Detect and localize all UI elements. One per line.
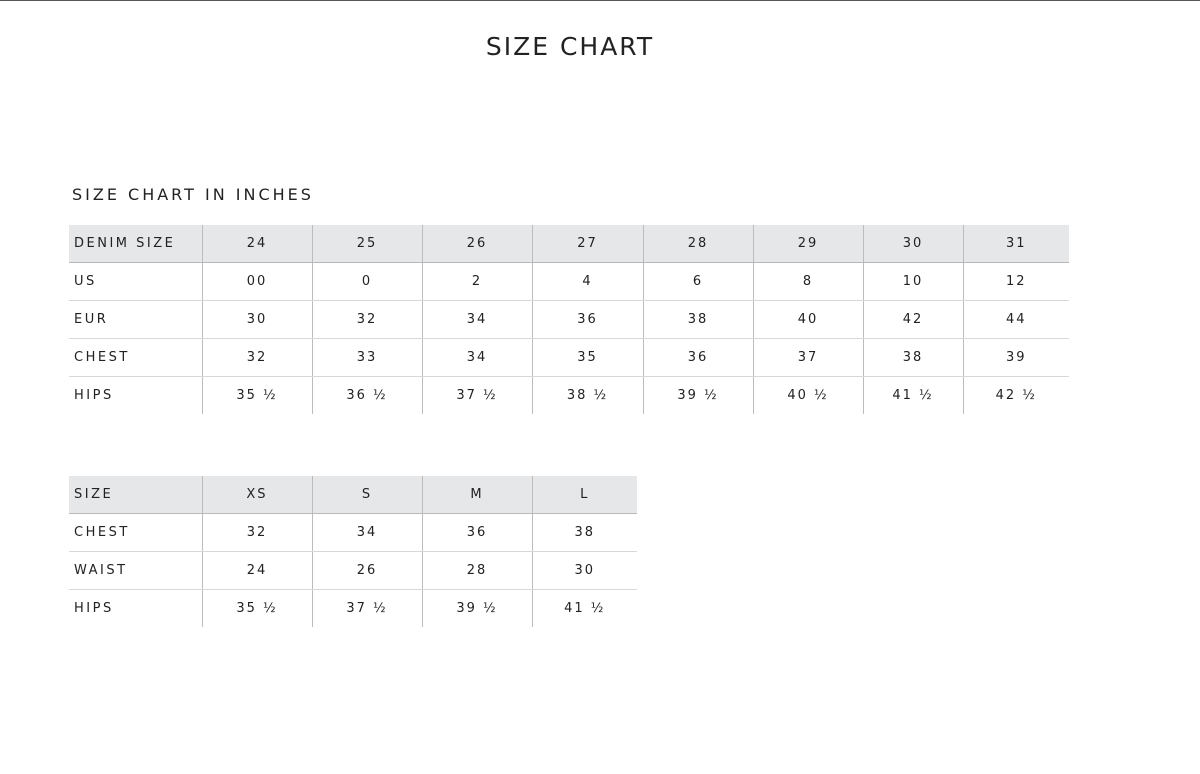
table-cell: 30 bbox=[531, 551, 637, 590]
table-cell: 34 bbox=[311, 513, 422, 552]
table-cell: 32 bbox=[201, 338, 312, 377]
table-cell: 39 ½ bbox=[421, 589, 532, 627]
table-cell: 4 bbox=[531, 262, 643, 301]
header-cell: 25 bbox=[311, 225, 422, 263]
size-table: SIZE XS S M L CHEST 32 34 36 38 WAIST 24 26 28 30 HIPS 3… bbox=[69, 476, 637, 627]
table-cell: 37 bbox=[752, 338, 863, 377]
header-cell: 27 bbox=[531, 225, 643, 263]
table-cell: 36 ½ bbox=[311, 376, 422, 414]
table-cell: 12 bbox=[962, 262, 1069, 301]
header-cell: 31 bbox=[962, 225, 1069, 263]
header-cell: 26 bbox=[421, 225, 532, 263]
page-title: SIZE CHART bbox=[485, 32, 655, 61]
table-cell: 35 bbox=[531, 338, 643, 377]
table-row: CHEST 32 33 34 35 36 37 38 39 bbox=[69, 338, 1069, 377]
table-header-row: SIZE XS S M L bbox=[69, 476, 637, 514]
table-row: US 00 0 2 4 6 8 10 12 bbox=[69, 262, 1069, 301]
table-cell: 38 bbox=[531, 513, 637, 552]
table-cell: 6 bbox=[642, 262, 753, 301]
table-cell: 24 bbox=[201, 551, 312, 590]
table-cell: 26 bbox=[311, 551, 422, 590]
table-cell: 28 bbox=[421, 551, 532, 590]
table-cell: 36 bbox=[642, 338, 753, 377]
table-cell: 30 bbox=[201, 300, 312, 339]
table-cell: 2 bbox=[421, 262, 532, 301]
table-cell: 41 ½ bbox=[531, 589, 637, 627]
table-row: HIPS 35 ½ 36 ½ 37 ½ 38 ½ 39 ½ 40 ½ 41 ½ 42 ½ bbox=[69, 376, 1069, 414]
header-cell: 30 bbox=[862, 225, 963, 263]
table-cell: 32 bbox=[201, 513, 312, 552]
table-cell: 35 ½ bbox=[201, 589, 312, 627]
table-cell: 38 bbox=[862, 338, 963, 377]
table-cell: 37 ½ bbox=[421, 376, 532, 414]
table-cell: 35 ½ bbox=[201, 376, 312, 414]
header-cell: L bbox=[531, 476, 637, 514]
table-row: HIPS 35 ½ 37 ½ 39 ½ 41 ½ bbox=[69, 589, 637, 627]
table-cell: 10 bbox=[862, 262, 963, 301]
row-label: CHEST bbox=[69, 338, 202, 377]
denim-size-table: DENIM SIZE 24 25 26 27 28 29 30 31 US 00 0 2 4 6 8 10 12 E… bbox=[69, 225, 1069, 414]
table-cell: 32 bbox=[311, 300, 422, 339]
header-cell: S bbox=[311, 476, 422, 514]
table-cell: 37 ½ bbox=[311, 589, 422, 627]
table-cell: 8 bbox=[752, 262, 863, 301]
header-cell: 24 bbox=[201, 225, 312, 263]
table-cell: 0 bbox=[311, 262, 422, 301]
table-cell: 42 bbox=[862, 300, 963, 339]
table-cell: 44 bbox=[962, 300, 1069, 339]
table-cell: 33 bbox=[311, 338, 422, 377]
table-row: CHEST 32 34 36 38 bbox=[69, 513, 637, 552]
table-cell: 40 bbox=[752, 300, 863, 339]
row-label: US bbox=[69, 262, 202, 301]
table-cell: 34 bbox=[421, 300, 532, 339]
table-header-row: DENIM SIZE 24 25 26 27 28 29 30 31 bbox=[69, 225, 1069, 263]
header-cell: XS bbox=[201, 476, 312, 514]
table-cell: 40 ½ bbox=[752, 376, 863, 414]
row-label: WAIST bbox=[69, 551, 202, 590]
table-cell: 34 bbox=[421, 338, 532, 377]
table-cell: 36 bbox=[421, 513, 532, 552]
table-cell: 38 bbox=[642, 300, 753, 339]
header-cell: M bbox=[421, 476, 532, 514]
table-row: WAIST 24 26 28 30 bbox=[69, 551, 637, 590]
row-label: CHEST bbox=[69, 513, 202, 552]
header-label: DENIM SIZE bbox=[69, 225, 202, 263]
table-cell: 00 bbox=[201, 262, 312, 301]
table-row: EUR 30 32 34 36 38 40 42 44 bbox=[69, 300, 1069, 339]
table-cell: 39 bbox=[962, 338, 1069, 377]
table-cell: 38 ½ bbox=[531, 376, 643, 414]
table-cell: 36 bbox=[531, 300, 643, 339]
table-cell: 42 ½ bbox=[962, 376, 1069, 414]
table-cell: 41 ½ bbox=[862, 376, 963, 414]
row-label: EUR bbox=[69, 300, 202, 339]
header-label: SIZE bbox=[69, 476, 202, 514]
row-label: HIPS bbox=[74, 388, 114, 403]
section-title: SIZE CHART IN INCHES bbox=[72, 185, 314, 204]
table-cell: 39 ½ bbox=[642, 376, 753, 414]
top-divider bbox=[0, 0, 1200, 1]
header-cell: 28 bbox=[642, 225, 753, 263]
header-cell: 29 bbox=[752, 225, 863, 263]
row-label: HIPS bbox=[74, 601, 114, 616]
